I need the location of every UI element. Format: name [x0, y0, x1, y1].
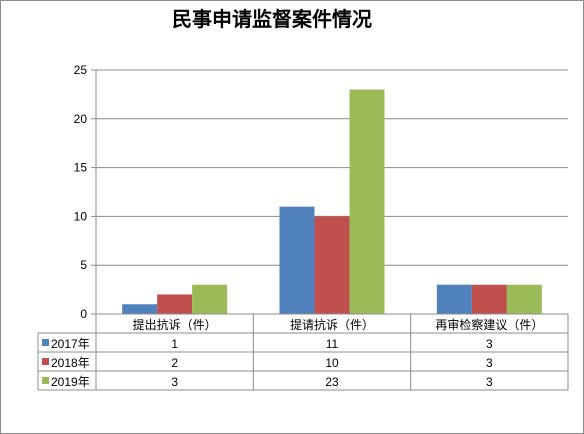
x-category-label: 提请抗诉（件）	[290, 317, 374, 332]
data-label: 3	[486, 375, 493, 389]
legend-label: 2017年	[51, 337, 90, 351]
bar-3-3	[506, 284, 542, 314]
bar-2-1	[157, 294, 193, 314]
data-label: 11	[326, 337, 339, 351]
y-tick-label: 20	[74, 112, 88, 126]
bar-3-1	[192, 284, 228, 314]
y-tick-label: 10	[74, 209, 88, 223]
x-category-label: 再审检察建议（件）	[435, 317, 543, 332]
data-label: 10	[325, 356, 339, 370]
data-label: 3	[486, 356, 493, 370]
legend-label: 2019年	[51, 375, 90, 389]
bar-2-2	[314, 216, 350, 314]
bar-2-3	[471, 284, 507, 314]
data-label: 1	[171, 337, 178, 351]
legend-key-2	[42, 358, 49, 365]
y-tick-label: 25	[74, 63, 88, 77]
bar-1-2	[279, 206, 315, 314]
data-label: 2	[171, 356, 178, 370]
data-label: 23	[325, 375, 339, 389]
bar-3-2	[349, 89, 385, 315]
bar-1-3	[436, 284, 472, 314]
bars	[122, 89, 542, 315]
x-category-label: 提出抗诉（件）	[133, 317, 217, 332]
y-axis-ticks: 0 5 10 15 20 25	[74, 63, 96, 321]
legend-label: 2018年	[51, 356, 90, 370]
data-label: 3	[486, 337, 493, 351]
bar-1-1	[122, 304, 158, 314]
data-label: 3	[171, 375, 178, 389]
y-tick-label: 5	[80, 258, 87, 272]
legend-key-3	[42, 377, 49, 384]
chart-title: 民事申请监督案件情况	[172, 7, 372, 31]
legend-key-1	[42, 339, 49, 346]
y-tick-label: 0	[80, 307, 87, 321]
y-tick-label: 15	[74, 161, 88, 175]
